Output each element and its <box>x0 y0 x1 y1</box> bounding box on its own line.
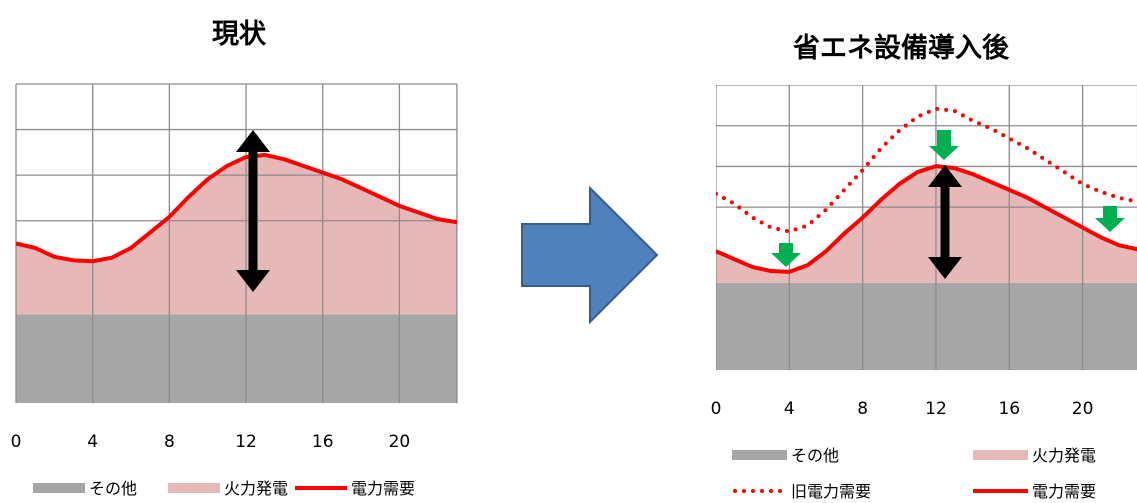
after-legend-label: 旧電力需要 <box>791 482 871 501</box>
after-x-tick-label: 20 <box>1072 399 1094 419</box>
after-x-tick-label: 16 <box>998 399 1020 419</box>
after-x-tick-label: 12 <box>925 399 947 419</box>
current-legend-label: その他 <box>89 479 137 498</box>
current-line-demand <box>15 152 458 264</box>
after-chart-x-ticks: 0 4 8 12 16 20 <box>711 399 1094 419</box>
current-x-tick-label: 20 <box>389 432 411 452</box>
current-chart-x-ticks: 0 4 8 12 16 20 <box>11 432 411 452</box>
after-line-demand <box>716 164 1137 274</box>
after-legend-item: 電力需要 <box>973 482 1096 501</box>
after-legend-item: 火力発電 <box>973 446 1096 465</box>
current-chart-legend: その他 火力発電 電力需要 <box>33 479 415 498</box>
after-legend-label: 電力需要 <box>1032 482 1096 501</box>
after-legend-item: 旧電力需要 <box>733 482 871 501</box>
after-x-tick-label: 0 <box>711 399 722 419</box>
current-chart <box>15 83 458 403</box>
reduction-arrow-noon <box>929 130 959 160</box>
current-area-area-0 <box>16 314 457 403</box>
current-legend-label: 電力需要 <box>351 479 415 498</box>
current-legend-item: その他 <box>33 479 137 498</box>
after-area-area-0 <box>716 282 1137 370</box>
chart-title-after: 省エネ設備導入後 <box>793 33 1009 64</box>
current-x-tick-label: 12 <box>235 432 257 452</box>
chart-title-current: 現状 <box>212 19 266 50</box>
reduction-arrow-evening <box>1095 206 1125 232</box>
after-chart <box>716 85 1137 370</box>
current-area-area-1 <box>16 154 457 315</box>
current-x-tick-label: 0 <box>11 432 22 452</box>
after-legend-label: 火力発電 <box>1032 446 1096 465</box>
current-legend-label: 火力発電 <box>224 479 288 498</box>
right-arrow-icon <box>521 185 659 325</box>
after-peak-double-arrow <box>928 165 962 279</box>
current-x-tick-label: 8 <box>164 432 175 452</box>
after-x-tick-label: 4 <box>784 399 795 419</box>
current-x-tick-label: 4 <box>87 432 98 452</box>
after-legend-item: その他 <box>732 446 839 465</box>
after-line-old-demand <box>716 106 1137 234</box>
after-x-tick-label: 8 <box>857 399 868 419</box>
after-legend-label: その他 <box>791 446 839 465</box>
transition-arrow <box>521 185 659 325</box>
current-x-tick-label: 16 <box>312 432 334 452</box>
current-peak-double-arrow <box>236 130 270 292</box>
current-legend-item: 火力発電 <box>168 479 288 498</box>
current-legend-item: 電力需要 <box>295 479 415 498</box>
reduction-arrow-morning <box>771 243 801 267</box>
after-area-area-1 <box>716 166 1137 283</box>
